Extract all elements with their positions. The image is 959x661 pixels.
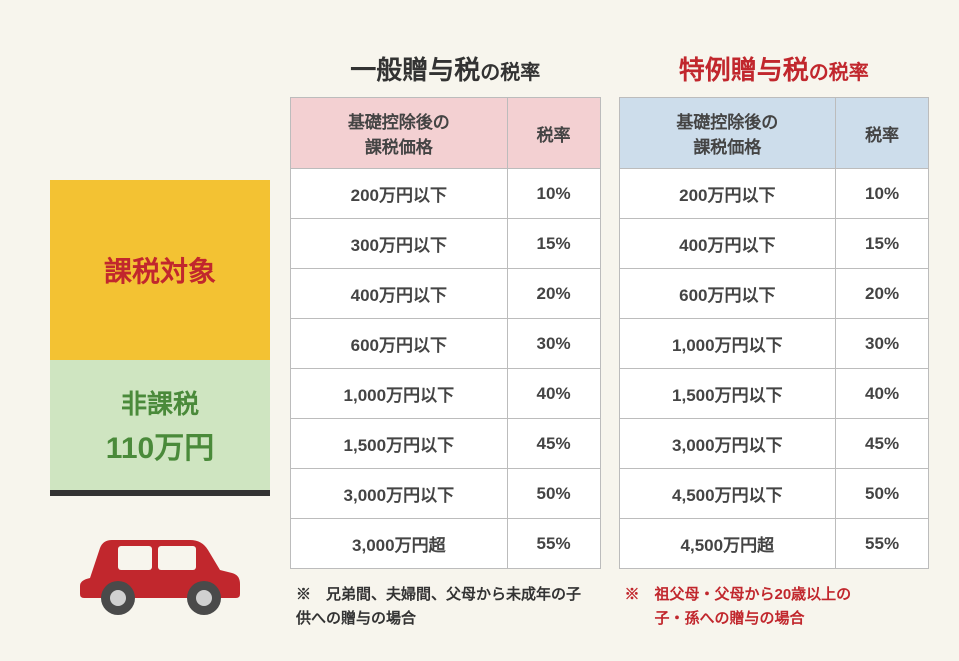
general-row: 3,000万円以下50% <box>291 469 601 519</box>
special-price-cell: 1,000万円以下 <box>619 319 836 369</box>
general-price-cell: 200万円以下 <box>291 169 508 219</box>
tax-stack: 課税対象 非課税 110万円 <box>50 180 270 496</box>
special-note: ※ 祖父母・父母から20歳以上の 子・孫への贈与の場合 <box>619 583 930 631</box>
general-price-cell: 3,000万円以下 <box>291 469 508 519</box>
general-row: 1,500万円以下45% <box>291 419 601 469</box>
general-title: 一般贈与税の税率 <box>290 50 601 87</box>
special-rate-cell: 45% <box>836 419 929 469</box>
general-price-cell: 600万円以下 <box>291 319 508 369</box>
special-price-cell: 400万円以下 <box>619 219 836 269</box>
general-rate-cell: 55% <box>507 519 600 569</box>
general-rate-cell: 15% <box>507 219 600 269</box>
special-row: 1,500万円以下40% <box>619 369 929 419</box>
general-row: 200万円以下10% <box>291 169 601 219</box>
special-row: 4,500万円以下50% <box>619 469 929 519</box>
general-price-cell: 3,000万円超 <box>291 519 508 569</box>
car-icon <box>30 508 290 618</box>
tables-area: 一般贈与税の税率 基礎控除後の 課税価格 税率 200万円以下10%300万円以… <box>290 50 929 631</box>
nontax-amount: 110万円 <box>106 423 214 467</box>
special-row: 1,000万円以下30% <box>619 319 929 369</box>
general-th-price: 基礎控除後の 課税価格 <box>291 98 508 169</box>
general-rate-cell: 20% <box>507 269 600 319</box>
special-price-cell: 200万円以下 <box>619 169 836 219</box>
special-price-cell: 3,000万円以下 <box>619 419 836 469</box>
left-panel: 課税対象 非課税 110万円 <box>30 50 290 631</box>
page-container: 課税対象 非課税 110万円 一般贈与税の税率 <box>0 0 959 661</box>
general-th-rate: 税率 <box>507 98 600 169</box>
general-rate-cell: 50% <box>507 469 600 519</box>
special-title-main: 特例贈与税 <box>679 55 809 85</box>
general-table-block: 一般贈与税の税率 基礎控除後の 課税価格 税率 200万円以下10%300万円以… <box>290 50 601 631</box>
special-row: 3,000万円以下45% <box>619 419 929 469</box>
general-row: 400万円以下20% <box>291 269 601 319</box>
special-rate-cell: 30% <box>836 319 929 369</box>
general-rate-cell: 30% <box>507 319 600 369</box>
general-title-sub: の税率 <box>480 62 540 84</box>
special-table: 基礎控除後の 課税価格 税率 200万円以下10%400万円以下15%600万円… <box>619 97 930 569</box>
special-title: 特例贈与税の税率 <box>619 50 930 87</box>
general-rate-cell: 10% <box>507 169 600 219</box>
special-price-cell: 4,500万円超 <box>619 519 836 569</box>
general-price-cell: 1,500万円以下 <box>291 419 508 469</box>
taxable-label: 課税対象 <box>104 250 216 290</box>
nontax-box: 非課税 110万円 <box>50 360 270 490</box>
general-rate-cell: 45% <box>507 419 600 469</box>
special-price-cell: 600万円以下 <box>619 269 836 319</box>
general-row: 3,000万円超55% <box>291 519 601 569</box>
special-rate-cell: 15% <box>836 219 929 269</box>
general-rate-cell: 40% <box>507 369 600 419</box>
general-row: 1,000万円以下40% <box>291 369 601 419</box>
general-row: 600万円以下30% <box>291 319 601 369</box>
special-rate-cell: 20% <box>836 269 929 319</box>
special-th-price: 基礎控除後の 課税価格 <box>619 98 836 169</box>
special-row: 200万円以下10% <box>619 169 929 219</box>
special-price-cell: 1,500万円以下 <box>619 369 836 419</box>
special-th-rate: 税率 <box>836 98 929 169</box>
special-title-sub: の税率 <box>809 62 869 84</box>
general-table: 基礎控除後の 課税価格 税率 200万円以下10%300万円以下15%400万円… <box>290 97 601 569</box>
special-rate-cell: 40% <box>836 369 929 419</box>
general-price-cell: 1,000万円以下 <box>291 369 508 419</box>
nontax-label: 非課税 <box>121 384 199 421</box>
general-note: ※ 兄弟間、夫婦間、父母から未成年の子供への贈与の場合 <box>290 583 601 631</box>
special-row: 400万円以下15% <box>619 219 929 269</box>
taxable-box: 課税対象 <box>50 180 270 360</box>
general-row: 300万円以下15% <box>291 219 601 269</box>
general-price-cell: 300万円以下 <box>291 219 508 269</box>
special-rate-cell: 55% <box>836 519 929 569</box>
special-rate-cell: 10% <box>836 169 929 219</box>
special-row: 600万円以下20% <box>619 269 929 319</box>
general-price-cell: 400万円以下 <box>291 269 508 319</box>
special-price-cell: 4,500万円以下 <box>619 469 836 519</box>
special-row: 4,500万円超55% <box>619 519 929 569</box>
general-title-main: 一般贈与税 <box>350 55 480 85</box>
special-table-block: 特例贈与税の税率 基礎控除後の 課税価格 税率 200万円以下10%400万円以… <box>619 50 930 631</box>
special-rate-cell: 50% <box>836 469 929 519</box>
